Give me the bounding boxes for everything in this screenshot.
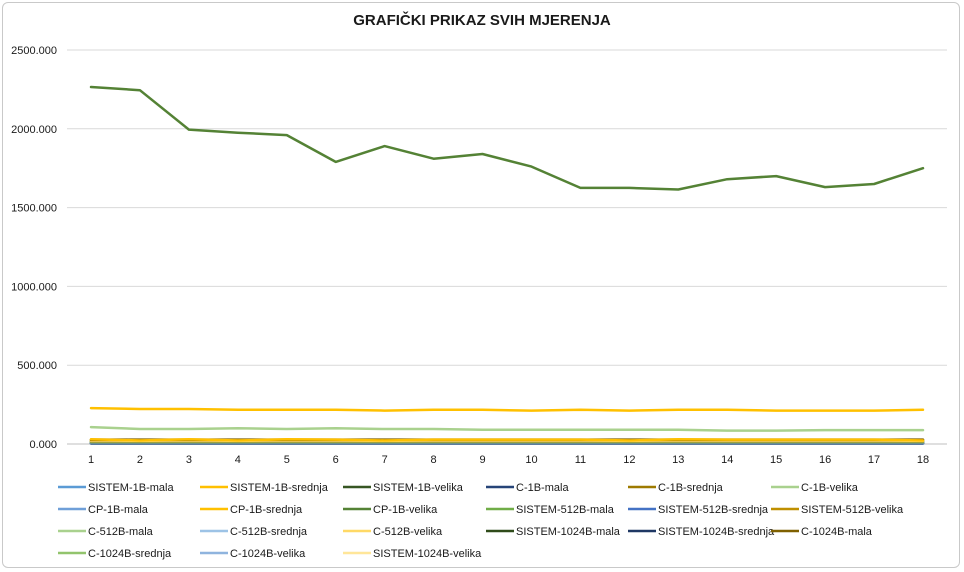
y-axis-tick-labels: 0.000 500.000 1000.000 1500.000 2000.000 2500… bbox=[11, 45, 57, 451]
legend-label: C-1B-mala bbox=[516, 482, 569, 494]
x-tick-label: 16 bbox=[819, 454, 831, 466]
x-tick-label: 7 bbox=[382, 454, 388, 466]
grid-lines bbox=[67, 49, 947, 445]
legend-item: SISTEM-512B-mala bbox=[486, 504, 615, 516]
legend-item: CP-1B-srednja bbox=[200, 504, 303, 516]
legend-label: C-512B-velika bbox=[373, 526, 443, 538]
y-tick-label: 500.000 bbox=[17, 360, 57, 372]
legend-item: SISTEM-1024B-mala bbox=[486, 526, 621, 538]
y-tick-label: 2000.000 bbox=[11, 124, 57, 136]
legend-item: C-512B-velika bbox=[343, 526, 443, 538]
legend-item: C-1024B-mala bbox=[771, 526, 873, 538]
legend-label: C-1024B-velika bbox=[230, 548, 306, 560]
x-tick-label: 13 bbox=[672, 454, 684, 466]
legend-item: SISTEM-1024B-velika bbox=[343, 548, 482, 560]
legend-item: C-1024B-srednja bbox=[58, 548, 172, 560]
legend-item: C-1B-velika bbox=[771, 482, 859, 494]
x-tick-label: 4 bbox=[235, 454, 241, 466]
legend-item: C-512B-srednja bbox=[200, 526, 308, 538]
legend-item: SISTEM-1024B-srednja bbox=[628, 526, 775, 538]
x-tick-label: 15 bbox=[770, 454, 782, 466]
legend-item: C-1B-srednja bbox=[628, 482, 724, 494]
legend-label: SISTEM-1024B-srednja bbox=[658, 526, 775, 538]
x-tick-label: 9 bbox=[479, 454, 485, 466]
legend-item: SISTEM-1B-mala bbox=[58, 482, 174, 494]
legend-label: SISTEM-1024B-velika bbox=[373, 548, 482, 560]
legend-label: SISTEM-512B-mala bbox=[516, 504, 615, 516]
legend-label: C-1024B-srednja bbox=[88, 548, 172, 560]
series-line-cp-1b-srednja bbox=[89, 438, 925, 442]
series-line-cp-1b-velika bbox=[89, 85, 925, 191]
series-line-sistem-1b-srednja bbox=[89, 406, 925, 412]
legend-label: C-512B-srednja bbox=[230, 526, 308, 538]
legend-label: SISTEM-1024B-mala bbox=[516, 526, 621, 538]
legend-label: CP-1B-mala bbox=[88, 504, 149, 516]
legend-item: CP-1B-mala bbox=[58, 504, 149, 516]
legend-label: C-512B-mala bbox=[88, 526, 154, 538]
x-tick-label: 2 bbox=[137, 454, 143, 466]
legend-label: C-1B-srednja bbox=[658, 482, 724, 494]
legend-label: SISTEM-1B-srednja bbox=[230, 482, 329, 494]
x-axis-tick-labels: 1 2 3 4 5 6 7 8 9 10 11 12 13 14 15 16 17 18 bbox=[88, 454, 929, 466]
x-tick-label: 18 bbox=[917, 454, 929, 466]
series-line-c-1b-velika bbox=[89, 425, 925, 432]
x-tick-label: 3 bbox=[186, 454, 192, 466]
legend-item: C-1B-mala bbox=[486, 482, 569, 494]
series-lines bbox=[89, 85, 925, 445]
legend-label: SISTEM-512B-velika bbox=[801, 504, 904, 516]
legend-item: CP-1B-velika bbox=[343, 504, 438, 516]
y-tick-label: 1500.000 bbox=[11, 203, 57, 215]
x-tick-label: 12 bbox=[623, 454, 635, 466]
legend-label: SISTEM-1B-velika bbox=[373, 482, 464, 494]
legend-label: SISTEM-512B-srednja bbox=[658, 504, 769, 516]
legend-item: C-1024B-velika bbox=[200, 548, 306, 560]
legend-item: SISTEM-1B-srednja bbox=[200, 482, 329, 494]
legend-label: SISTEM-1B-mala bbox=[88, 482, 174, 494]
legend-item: SISTEM-1B-velika bbox=[343, 482, 464, 494]
legend-item: C-512B-mala bbox=[58, 526, 154, 538]
legend-label: C-1024B-mala bbox=[801, 526, 873, 538]
x-tick-label: 11 bbox=[575, 454, 586, 466]
x-tick-label: 10 bbox=[525, 454, 537, 466]
x-tick-label: 1 bbox=[88, 454, 94, 466]
y-tick-label: 2500.000 bbox=[11, 45, 57, 57]
chart-title: GRAFIČKI PRIKAZ SVIH MJERENJA bbox=[353, 12, 611, 29]
x-tick-label: 5 bbox=[284, 454, 290, 466]
x-tick-label: 17 bbox=[868, 454, 880, 466]
legend-item: SISTEM-512B-velika bbox=[771, 504, 904, 516]
x-tick-label: 14 bbox=[721, 454, 733, 466]
x-tick-label: 6 bbox=[333, 454, 339, 466]
legend: SISTEM-1B-mala SISTEM-1B-srednja SISTEM-1B… bbox=[58, 482, 904, 560]
legend-label: CP-1B-srednja bbox=[230, 504, 303, 516]
y-tick-label: 1000.000 bbox=[11, 281, 57, 293]
y-tick-label: 0.000 bbox=[29, 439, 57, 451]
legend-label: CP-1B-velika bbox=[373, 504, 438, 516]
x-tick-label: 8 bbox=[431, 454, 437, 466]
legend-label: C-1B-velika bbox=[801, 482, 859, 494]
legend-item: SISTEM-512B-srednja bbox=[628, 504, 769, 516]
